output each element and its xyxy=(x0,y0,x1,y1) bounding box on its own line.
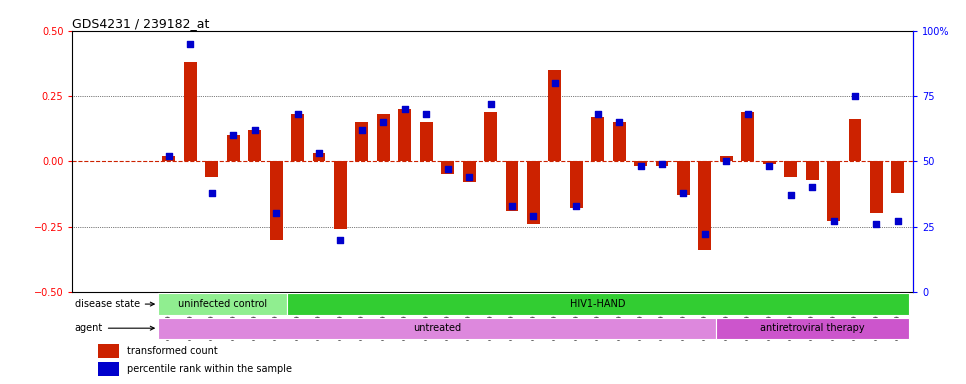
Bar xyxy=(270,161,282,240)
Text: GDS4231 / 239182_at: GDS4231 / 239182_at xyxy=(72,17,210,30)
Bar xyxy=(549,70,561,161)
Bar xyxy=(634,161,647,167)
Point xyxy=(890,218,905,224)
Point xyxy=(462,174,477,180)
Text: percentile rank within the sample: percentile rank within the sample xyxy=(128,364,292,374)
Point xyxy=(761,164,777,170)
Point xyxy=(611,119,627,125)
Bar xyxy=(677,161,690,195)
Bar xyxy=(227,135,240,161)
Bar xyxy=(763,161,776,164)
Bar xyxy=(484,112,497,161)
Point xyxy=(183,41,198,47)
Bar xyxy=(570,161,582,208)
Point xyxy=(247,127,263,133)
Bar xyxy=(206,161,218,177)
Point xyxy=(590,111,606,118)
Bar xyxy=(848,119,862,161)
Point xyxy=(269,210,284,217)
Bar xyxy=(806,161,818,180)
Bar xyxy=(398,109,412,161)
Bar xyxy=(248,130,261,161)
Bar xyxy=(184,62,197,161)
Point xyxy=(440,166,455,172)
Point xyxy=(633,164,648,170)
Point xyxy=(676,190,692,196)
Bar xyxy=(591,117,604,161)
Point xyxy=(740,111,755,118)
Point xyxy=(376,119,391,125)
Point xyxy=(719,158,734,164)
Text: transformed count: transformed count xyxy=(128,346,217,356)
Point xyxy=(654,161,669,167)
Bar xyxy=(334,161,347,229)
Point xyxy=(526,213,541,219)
Text: uninfected control: uninfected control xyxy=(178,299,267,309)
Point xyxy=(290,111,305,118)
Bar xyxy=(698,161,711,250)
Bar xyxy=(741,112,754,161)
Text: antiretroviral therapy: antiretroviral therapy xyxy=(760,323,865,333)
Point xyxy=(418,111,434,118)
Bar xyxy=(158,293,287,315)
Point xyxy=(225,132,241,138)
Bar xyxy=(827,161,840,221)
Bar xyxy=(505,161,519,211)
Point xyxy=(547,80,562,86)
Bar xyxy=(612,122,626,161)
Point xyxy=(161,153,177,159)
Point xyxy=(504,203,520,209)
Text: untreated: untreated xyxy=(412,323,461,333)
Bar xyxy=(527,161,540,224)
Bar xyxy=(98,344,119,358)
Point xyxy=(483,101,498,107)
Bar xyxy=(720,156,733,161)
Point xyxy=(311,151,327,157)
Bar xyxy=(98,362,119,376)
Bar xyxy=(162,156,176,161)
Point xyxy=(847,93,863,99)
Bar xyxy=(420,122,433,161)
Bar xyxy=(377,114,389,161)
Bar xyxy=(870,161,883,214)
Point xyxy=(569,203,584,209)
Bar xyxy=(463,161,475,182)
Text: HIV1-HAND: HIV1-HAND xyxy=(570,299,625,309)
Point xyxy=(355,127,370,133)
Point xyxy=(204,190,219,196)
Bar xyxy=(716,318,909,339)
Point xyxy=(782,192,798,198)
Point xyxy=(826,218,841,224)
Text: disease state: disease state xyxy=(74,299,155,309)
Bar xyxy=(892,161,904,193)
Text: agent: agent xyxy=(74,323,155,333)
Point xyxy=(697,231,713,237)
Bar xyxy=(313,154,326,161)
Bar xyxy=(355,122,368,161)
Point xyxy=(868,221,884,227)
Bar xyxy=(656,161,668,167)
Point xyxy=(805,184,820,190)
Bar xyxy=(441,161,454,174)
Bar xyxy=(291,114,304,161)
Point xyxy=(332,237,348,243)
Bar xyxy=(287,293,909,315)
Bar xyxy=(158,318,716,339)
Point xyxy=(397,106,412,112)
Bar xyxy=(784,161,797,177)
